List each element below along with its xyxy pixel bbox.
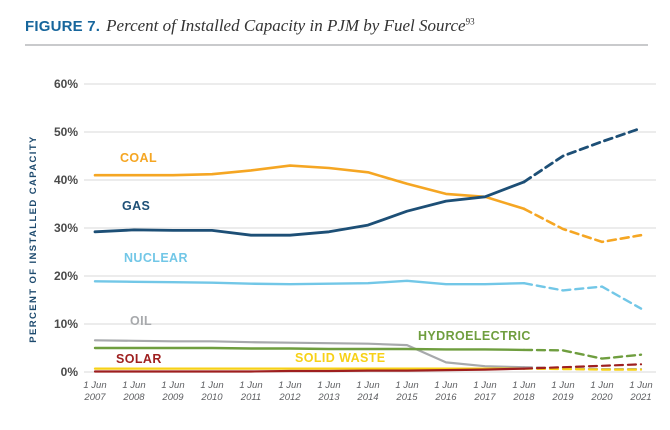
x-tick-top: 1 Jun [629, 380, 652, 391]
x-tick-year: 2015 [395, 392, 418, 403]
x-tick-top: 1 Jun [317, 380, 340, 391]
series-line-oil [93, 339, 526, 369]
x-tick-year: 2009 [161, 392, 184, 403]
x-tick-top: 1 Jun [434, 380, 457, 391]
x-tick-year: 2010 [200, 392, 223, 403]
x-tick-top: 1 Jun [395, 380, 418, 391]
x-tick-top: 1 Jun [200, 380, 223, 391]
series-label-gas: GAS [122, 199, 150, 213]
series-line-gas [93, 180, 526, 237]
x-tick-top: 1 Jun [83, 380, 106, 391]
y-tick-label: 0% [61, 365, 79, 379]
x-tick-year: 2017 [473, 392, 496, 403]
x-tick-year: 2018 [512, 392, 535, 403]
series-label-oil: OIL [130, 314, 152, 328]
figure-footnote-ref: 93 [465, 16, 475, 27]
series-line-dashed-solar [522, 363, 643, 370]
x-tick-year: 2012 [278, 392, 301, 403]
x-tick-top: 1 Jun [278, 380, 301, 391]
y-tick-label: 50% [54, 125, 78, 139]
y-tick-label: 20% [54, 269, 78, 283]
series-label-solar: SOLAR [116, 352, 162, 366]
series-label-solid-waste: SOLID WASTE [295, 351, 386, 365]
series-label-coal: COAL [120, 151, 157, 165]
series-line-dashed-coal [522, 207, 643, 244]
series-line-dashed-gas [522, 126, 643, 184]
figure-label: FIGURE 7. [25, 18, 101, 35]
series-line-nuclear [93, 279, 526, 286]
x-tick-top: 1 Jun [161, 380, 184, 391]
figure-title-text: Percent of Installed Capacity in PJM by … [106, 16, 466, 35]
series-line-dashed-hydroelectric [522, 348, 643, 360]
x-tick-year: 2016 [434, 392, 457, 403]
series-line-hydroelectric [93, 346, 526, 352]
x-tick-top: 1 Jun [239, 380, 262, 391]
series-label-hydroelectric: HYDROELECTRIC [418, 329, 531, 343]
y-axis-title: PERCENT OF INSTALLED CAPACITY [28, 135, 39, 343]
series-line-dashed-nuclear [522, 281, 643, 310]
x-tick-top: 1 Jun [356, 380, 379, 391]
x-tick-year: 2011 [240, 392, 261, 403]
x-tick-top: 1 Jun [473, 380, 496, 391]
series-line-solar [93, 367, 526, 373]
figure-header: FIGURE 7. Percent of Installed Capacity i… [0, 0, 670, 36]
x-tick-year: 2008 [122, 392, 145, 403]
x-tick-year: 2021 [629, 392, 651, 403]
y-tick-label: 40% [54, 173, 78, 187]
x-tick-year: 2013 [317, 392, 340, 403]
x-tick-year: 2014 [356, 392, 378, 403]
figure-title: Percent of Installed Capacity in PJM by … [106, 16, 474, 35]
y-tick-label: 60% [54, 77, 78, 91]
x-tick-top: 1 Jun [551, 380, 574, 391]
y-tick-label: 10% [54, 317, 78, 331]
x-tick-top: 1 Jun [590, 380, 613, 391]
x-tick-year: 2019 [551, 392, 574, 403]
y-tick-label: 30% [54, 221, 78, 235]
x-tick-top: 1 Jun [512, 380, 535, 391]
chart-svg: 0% 10% 20% 30% 40% 50% 60% PERCENT OF INSTALLED… [28, 77, 656, 403]
series-line-coal [93, 164, 526, 211]
series-label-nuclear: NUCLEAR [124, 251, 188, 265]
x-tick-year: 2007 [83, 392, 106, 403]
header-divider [25, 44, 648, 46]
x-tick-top: 1 Jun [122, 380, 145, 391]
x-tick-year: 2020 [590, 392, 613, 403]
